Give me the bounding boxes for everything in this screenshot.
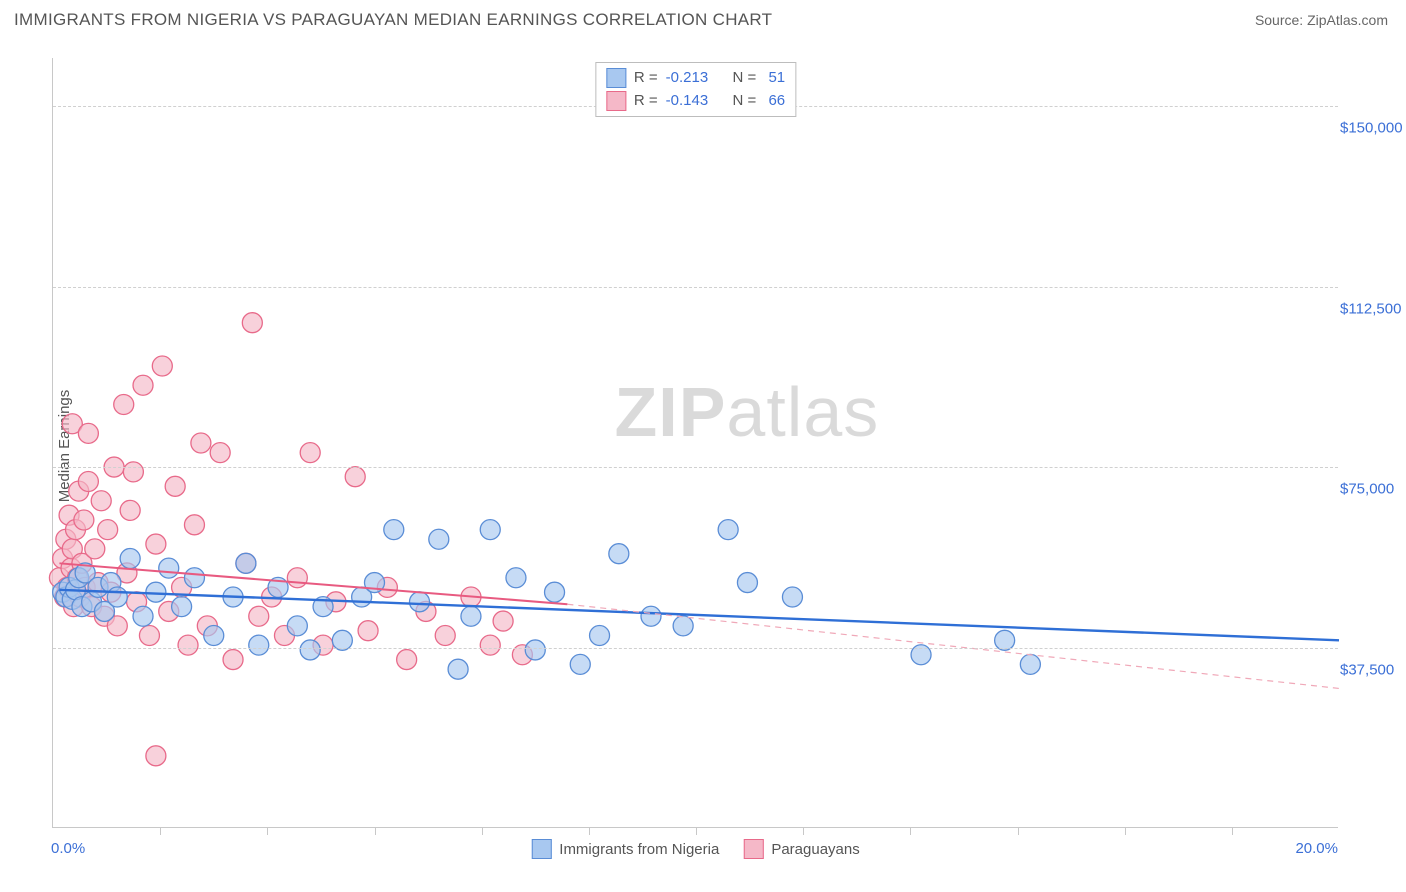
swatch-paraguay bbox=[606, 91, 626, 111]
data-point-nigeria bbox=[525, 640, 545, 660]
gridline-h bbox=[53, 648, 1338, 649]
data-point-paraguay bbox=[300, 443, 320, 463]
swatch-nigeria bbox=[531, 839, 551, 859]
data-point-paraguay bbox=[493, 611, 513, 631]
data-point-paraguay bbox=[358, 621, 378, 641]
data-point-nigeria bbox=[287, 616, 307, 636]
data-point-nigeria bbox=[641, 606, 661, 626]
data-point-paraguay bbox=[146, 534, 166, 554]
data-point-paraguay bbox=[74, 510, 94, 530]
x-tick bbox=[160, 827, 161, 835]
y-tick-label: $75,000 bbox=[1340, 481, 1406, 498]
data-point-nigeria bbox=[384, 520, 404, 540]
data-point-paraguay bbox=[85, 539, 105, 559]
data-point-nigeria bbox=[609, 544, 629, 564]
data-point-paraguay bbox=[133, 375, 153, 395]
data-point-nigeria bbox=[429, 529, 449, 549]
x-tick bbox=[589, 827, 590, 835]
data-point-paraguay bbox=[91, 491, 111, 511]
data-point-nigeria bbox=[673, 616, 693, 636]
data-point-paraguay bbox=[152, 356, 172, 376]
data-point-paraguay bbox=[191, 433, 211, 453]
x-tick bbox=[267, 827, 268, 835]
swatch-paraguay bbox=[743, 839, 763, 859]
gridline-h bbox=[53, 287, 1338, 288]
data-point-paraguay bbox=[223, 650, 243, 670]
data-point-paraguay bbox=[345, 467, 365, 487]
data-point-nigeria bbox=[107, 587, 127, 607]
x-tick bbox=[482, 827, 483, 835]
correlation-stats-box: R = -0.213 N = 51 R = -0.143 N = 66 bbox=[595, 62, 796, 117]
x-tick bbox=[1125, 827, 1126, 835]
data-point-nigeria bbox=[159, 558, 179, 578]
data-point-nigeria bbox=[718, 520, 738, 540]
data-point-paraguay bbox=[78, 423, 98, 443]
bottom-legend: Immigrants from Nigeria Paraguayans bbox=[531, 839, 859, 859]
data-point-paraguay bbox=[210, 443, 230, 463]
data-point-paraguay bbox=[139, 626, 159, 646]
legend-item-nigeria: Immigrants from Nigeria bbox=[531, 839, 719, 859]
data-point-nigeria bbox=[120, 549, 140, 569]
data-point-nigeria bbox=[172, 597, 192, 617]
data-point-nigeria bbox=[590, 626, 610, 646]
swatch-nigeria bbox=[606, 68, 626, 88]
data-point-paraguay bbox=[114, 395, 134, 415]
y-tick-label: $37,500 bbox=[1340, 661, 1406, 678]
data-point-paraguay bbox=[287, 568, 307, 588]
stats-row-nigeria: R = -0.213 N = 51 bbox=[606, 67, 785, 90]
x-tick bbox=[696, 827, 697, 835]
data-point-paraguay bbox=[120, 500, 140, 520]
data-point-nigeria bbox=[300, 640, 320, 660]
data-point-paraguay bbox=[249, 606, 269, 626]
source-label: Source: ZipAtlas.com bbox=[1255, 12, 1388, 28]
data-point-nigeria bbox=[184, 568, 204, 588]
data-point-nigeria bbox=[480, 520, 500, 540]
data-point-paraguay bbox=[165, 476, 185, 496]
data-point-nigeria bbox=[204, 626, 224, 646]
data-point-paraguay bbox=[435, 626, 455, 646]
data-point-paraguay bbox=[184, 515, 204, 535]
legend-item-paraguay: Paraguayans bbox=[743, 839, 859, 859]
data-point-nigeria bbox=[410, 592, 430, 612]
chart-title: IMMIGRANTS FROM NIGERIA VS PARAGUAYAN ME… bbox=[14, 10, 772, 30]
data-point-paraguay bbox=[242, 313, 262, 333]
data-point-paraguay bbox=[123, 462, 143, 482]
y-tick-label: $112,500 bbox=[1340, 300, 1406, 317]
scatter-svg bbox=[53, 58, 1338, 827]
data-point-nigeria bbox=[461, 606, 481, 626]
data-point-paraguay bbox=[146, 746, 166, 766]
data-point-nigeria bbox=[782, 587, 802, 607]
data-point-nigeria bbox=[506, 568, 526, 588]
data-point-nigeria bbox=[545, 582, 565, 602]
data-point-paraguay bbox=[178, 635, 198, 655]
x-tick bbox=[910, 827, 911, 835]
data-point-nigeria bbox=[737, 573, 757, 593]
data-point-paraguay bbox=[78, 472, 98, 492]
x-axis-min-label: 0.0% bbox=[51, 840, 85, 857]
x-tick bbox=[1018, 827, 1019, 835]
gridline-h bbox=[53, 467, 1338, 468]
chart-plot-area: ZIPatlas R = -0.213 N = 51 R = -0.143 N … bbox=[52, 58, 1338, 828]
data-point-nigeria bbox=[570, 654, 590, 674]
data-point-nigeria bbox=[1020, 654, 1040, 674]
data-point-nigeria bbox=[249, 635, 269, 655]
y-tick-label: $150,000 bbox=[1340, 120, 1406, 137]
x-tick bbox=[803, 827, 804, 835]
x-axis-max-label: 20.0% bbox=[1295, 840, 1338, 857]
x-tick bbox=[1232, 827, 1233, 835]
data-point-nigeria bbox=[133, 606, 153, 626]
data-point-paraguay bbox=[480, 635, 500, 655]
stats-row-paraguay: R = -0.143 N = 66 bbox=[606, 90, 785, 113]
x-tick bbox=[375, 827, 376, 835]
data-point-paraguay bbox=[397, 650, 417, 670]
data-point-nigeria bbox=[236, 553, 256, 573]
data-point-paraguay bbox=[98, 520, 118, 540]
data-point-nigeria bbox=[448, 659, 468, 679]
